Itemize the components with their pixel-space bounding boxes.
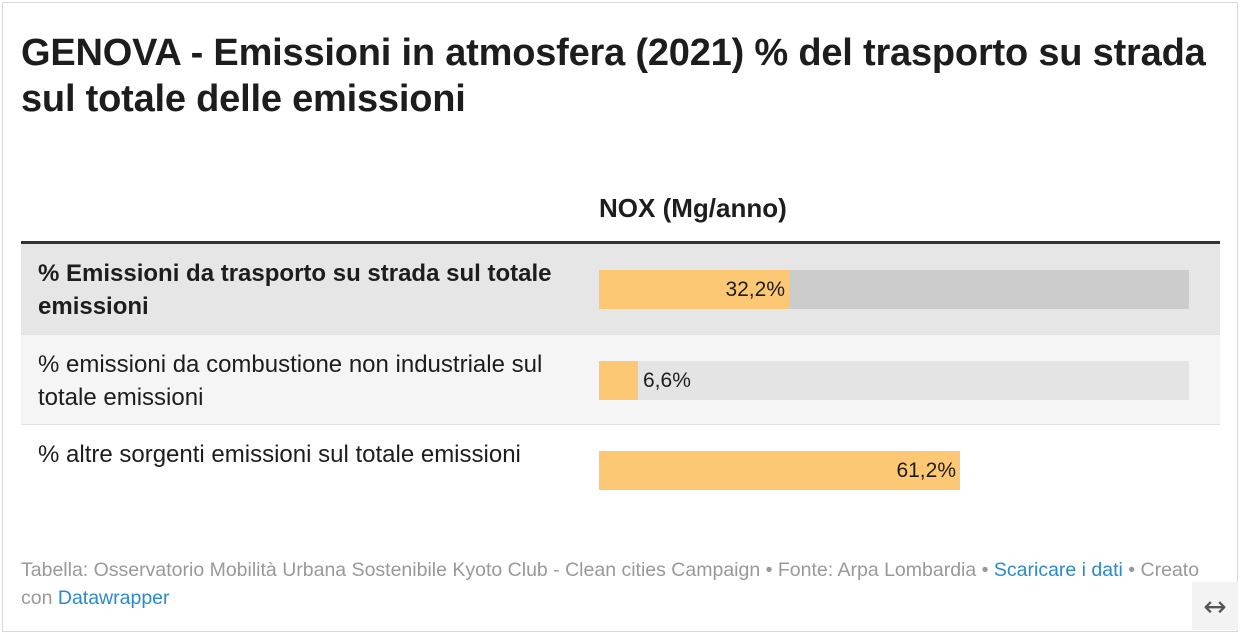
source-text: Tabella: Osservatorio Mobilità Urbana So…: [21, 559, 994, 581]
bar: [599, 270, 789, 309]
bar-table: % Emissioni da trasporto su strada sul t…: [21, 244, 1220, 515]
bar: [599, 451, 960, 490]
row-label: % altre sorgenti emissioni sul totale em…: [38, 441, 521, 468]
table-row: % altre sorgenti emissioni sul totale em…: [21, 425, 1220, 515]
bar-track: 6,6%: [599, 361, 1189, 400]
table-row: % emissioni da combustione non industria…: [21, 335, 1220, 425]
bar-track: 61,2%: [599, 451, 1189, 490]
table-row: % Emissioni da trasporto su strada sul t…: [21, 244, 1220, 335]
bar-value-label: 6,6%: [643, 369, 691, 392]
created-with-text: • Creato con: [21, 559, 1200, 609]
datawrapper-link[interactable]: Datawrapper: [57, 587, 170, 609]
expand-icon[interactable]: ↔: [1192, 582, 1238, 630]
row-label: % Emissioni da trasporto su strada sul t…: [38, 260, 552, 320]
column-header: NOX (Mg/anno): [599, 193, 787, 223]
row-label: % emissioni da combustione non industria…: [38, 351, 543, 411]
bar: [599, 361, 638, 400]
bar-value-label: 61,2%: [896, 459, 956, 482]
bar-value-label: 32,2%: [725, 278, 785, 301]
chart-footer: Tabella: Osservatorio Mobilità Urbana So…: [21, 556, 1221, 612]
bar-track: 32,2%: [599, 270, 1189, 309]
chart-title: GENOVA - Emissioni in atmosfera (2021) %…: [21, 32, 1206, 120]
download-data-link[interactable]: Scaricare i dati: [993, 559, 1123, 581]
header-rule: [21, 241, 1220, 244]
